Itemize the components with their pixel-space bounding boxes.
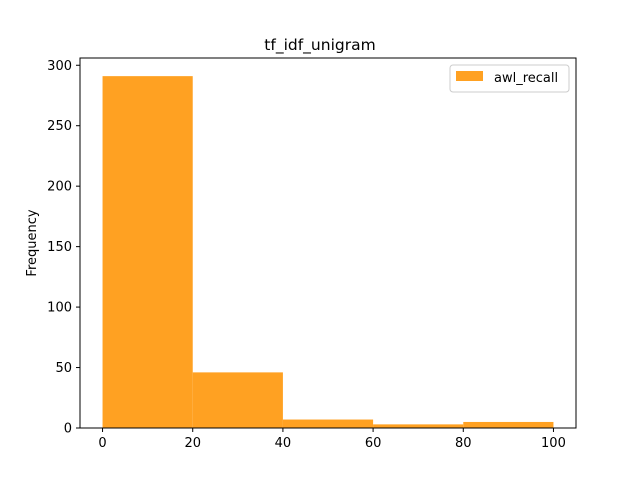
histogram-bar (102, 76, 193, 428)
x-tick-label: 0 (98, 436, 106, 451)
chart-title: tf_idf_unigram (264, 36, 375, 55)
y-tick-label: 300 (47, 59, 72, 74)
histogram-bar (373, 424, 464, 428)
y-axis: 0 50 100 150 200 250 300 (47, 59, 80, 437)
x-tick-label: 100 (541, 436, 566, 451)
y-tick-label: 100 (47, 301, 72, 316)
legend-swatch (456, 71, 483, 81)
y-tick-label: 150 (47, 240, 72, 255)
y-tick-label: 200 (47, 180, 72, 195)
histogram-bar (192, 372, 283, 428)
legend: awl_recall (449, 64, 570, 93)
x-tick-label: 20 (184, 436, 201, 451)
bars-group (102, 76, 554, 428)
x-tick-label: 80 (455, 436, 472, 451)
x-tick-label: 60 (365, 436, 382, 451)
histogram-bar (463, 421, 554, 428)
y-tick-label: 50 (55, 361, 72, 376)
y-axis-label: Frequency (25, 209, 40, 276)
x-axis: 0 20 40 60 80 100 (98, 428, 566, 451)
histogram-bar (282, 419, 374, 428)
plot-frame (79, 57, 577, 429)
y-tick-label: 250 (47, 119, 72, 134)
y-tick-label: 0 (64, 422, 72, 437)
x-tick-label: 40 (275, 436, 292, 451)
legend-label: awl_recall (494, 71, 558, 86)
